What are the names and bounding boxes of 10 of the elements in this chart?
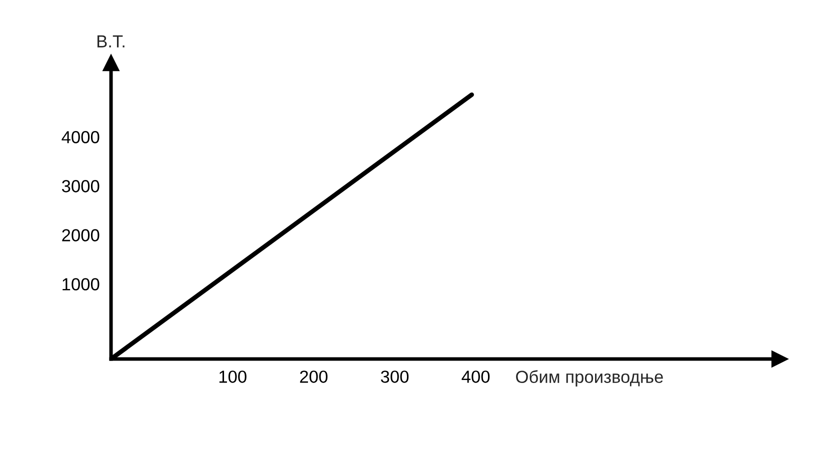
x-tick-label: 400 <box>462 370 490 383</box>
x-tick-label: 200 <box>300 370 328 383</box>
y-tick-label: 3000 <box>62 180 100 192</box>
y-tick-label: 1000 <box>62 278 100 290</box>
x-tick-label: 100 <box>219 370 246 383</box>
y-tick-label: 2000 <box>62 229 100 242</box>
x-axis-title: Обим производње <box>516 370 663 386</box>
y-tick-label: 4000 <box>62 131 100 144</box>
y-axis-title: В.Т. <box>98 35 124 48</box>
x-tick-label: 300 <box>380 370 409 383</box>
